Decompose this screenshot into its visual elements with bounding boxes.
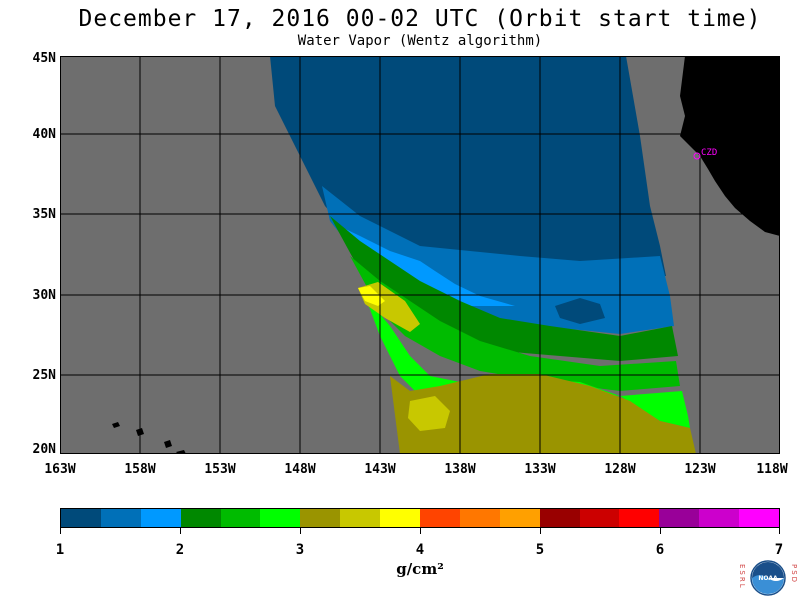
lon-label-143w: 143W (364, 462, 396, 477)
lat-label-35n: 35N (32, 207, 56, 222)
land-north-america (680, 56, 780, 236)
colorbar-segment (619, 509, 660, 527)
page-subtitle: Water Vapor (Wentz algorithm) (297, 33, 543, 49)
island-kauai (112, 422, 120, 428)
graticule (60, 56, 780, 454)
logo-left-letters: ESRL (738, 564, 746, 590)
colorbar-segment (539, 509, 580, 527)
lon-label-128w: 128W (604, 462, 636, 477)
map-frame (60, 56, 780, 454)
colorbar-tick (660, 528, 661, 534)
lon-label-158w: 158W (124, 462, 156, 477)
colorbar-label-2: 2 (175, 542, 185, 558)
lat-label-30n: 30N (32, 288, 56, 303)
colorbar-segment (739, 509, 780, 527)
colorbar-segment (499, 509, 540, 527)
lon-label-153w: 153W (204, 462, 236, 477)
noaa-logo-sky (752, 562, 784, 578)
page-title: December 17, 2016 00-02 UTC (Orbit start… (78, 6, 762, 32)
lon-label-118w: 118W (756, 462, 788, 477)
noaa-esrl-psd-logo: NOAA ESRL PSD (738, 560, 798, 596)
colorbar-tick (540, 528, 541, 534)
colorbar-segment (380, 509, 421, 527)
colorbar-segment (180, 509, 221, 527)
colorbar-units: g/cm² (396, 560, 444, 578)
logo-right-letters: PSD (790, 564, 798, 584)
colorbar-segment (659, 509, 700, 527)
colorbar-tick (300, 528, 301, 534)
colorbar-label-7: 7 (774, 542, 784, 558)
swath-band-blue (322, 186, 674, 334)
swath-band-lightblue (335, 224, 515, 306)
colorbar-segment (699, 509, 740, 527)
lon-label-133w: 133W (524, 462, 556, 477)
lon-label-138w: 138W (444, 462, 476, 477)
station-marker-czd: CZD (693, 148, 717, 160)
colorbar-tick (420, 528, 421, 534)
colorbar-segment (300, 509, 341, 527)
lon-label-123w: 123W (684, 462, 716, 477)
colorbar (60, 508, 780, 528)
lat-label-45n: 45N (32, 51, 56, 66)
lon-label-163w: 163W (44, 462, 76, 477)
colorbar-label-1: 1 (55, 542, 65, 558)
colorbar-segment (260, 509, 301, 527)
swath-patch-yellow-south (408, 396, 450, 431)
colorbar-label-5: 5 (535, 542, 545, 558)
colorbar-segment (61, 509, 101, 527)
station-label: CZD (701, 148, 717, 158)
noaa-logo-center-text: NOAA (758, 575, 778, 582)
colorbar-label-3: 3 (295, 542, 305, 558)
colorbar-tick (180, 528, 181, 534)
swath-patch-brightyellow (358, 286, 385, 306)
colorbar-segment (579, 509, 620, 527)
swath-band-darkgreen (330, 216, 678, 361)
colorbar-segment (420, 509, 460, 527)
water-vapor-map: CZD (60, 56, 780, 454)
lat-label-20n: 20N (32, 442, 56, 457)
noaa-logo-wave (752, 575, 784, 594)
colorbar-label-6: 6 (655, 542, 665, 558)
lat-label-40n: 40N (32, 127, 56, 142)
colorbar-segment (100, 509, 141, 527)
colorbar-tick (60, 528, 61, 534)
lon-label-148w: 148W (284, 462, 316, 477)
colorbar-tick (779, 528, 780, 534)
colorbar-label-4: 4 (415, 542, 425, 558)
colorbar-segment (140, 509, 181, 527)
colorbar-segment (220, 509, 261, 527)
swath-patch-darkblue (555, 298, 605, 324)
station-dot (693, 152, 701, 160)
lat-label-25n: 25N (32, 368, 56, 383)
island-maui (164, 440, 172, 448)
colorbar-segment (459, 509, 500, 527)
colorbar-segment (340, 509, 381, 527)
